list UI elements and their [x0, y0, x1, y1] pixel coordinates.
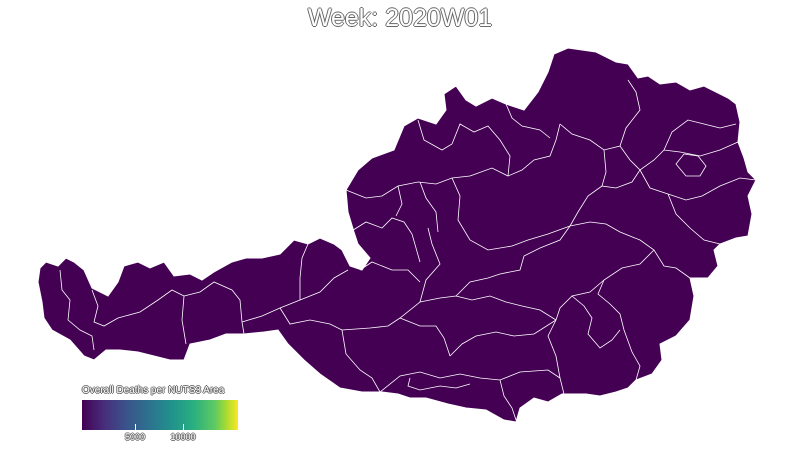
- austria-outline: [37, 47, 757, 423]
- legend-colorbar: [82, 400, 238, 430]
- region-borders: [59, 79, 757, 421]
- nuts3-regions: [37, 47, 757, 423]
- legend-tickmark: [135, 424, 136, 430]
- color-legend: Overall Deaths per NUTS3 Area 5000 10000: [82, 385, 322, 442]
- legend-tick-label: 5000: [124, 432, 146, 442]
- legend-tickmark: [183, 424, 184, 430]
- map-title: Week: 2020W01: [307, 4, 493, 32]
- legend-title: Overall Deaths per NUTS3 Area: [82, 385, 225, 396]
- legend-tick-label: 10000: [170, 432, 196, 442]
